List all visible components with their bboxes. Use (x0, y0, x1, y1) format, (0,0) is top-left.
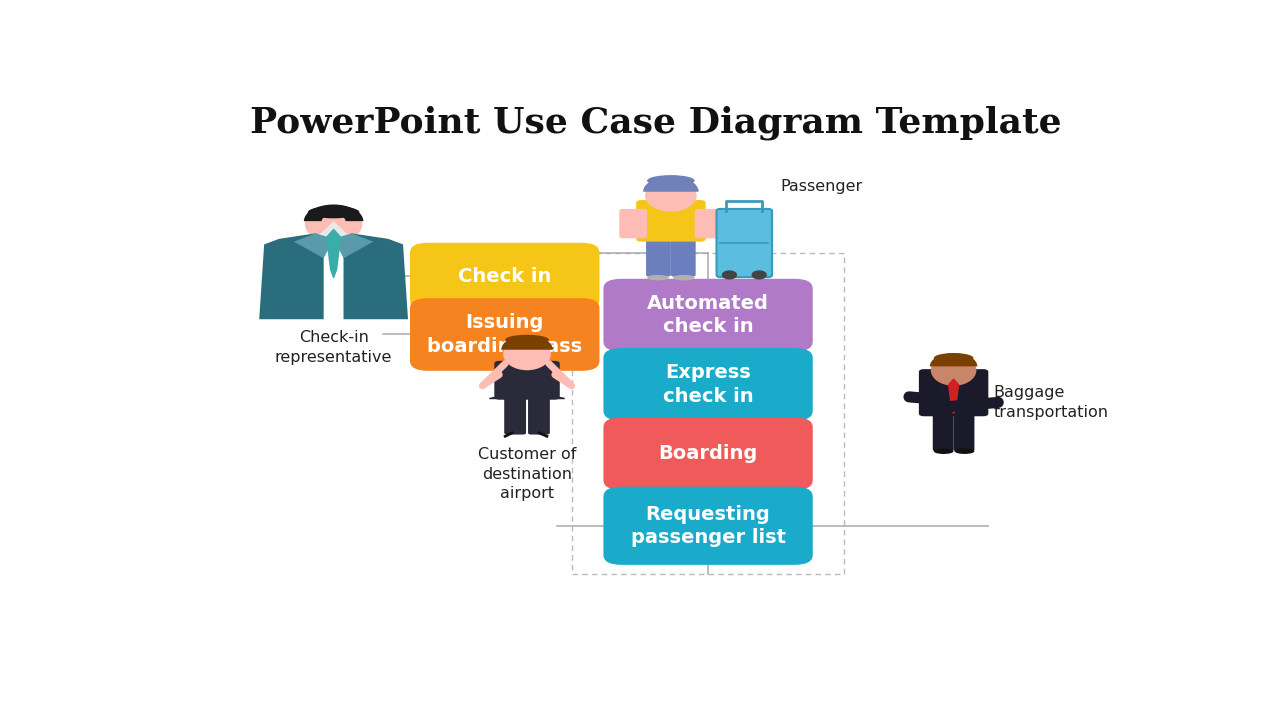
FancyBboxPatch shape (494, 361, 559, 400)
Text: Passenger: Passenger (780, 179, 863, 194)
Ellipse shape (305, 205, 362, 243)
FancyBboxPatch shape (603, 418, 813, 490)
Ellipse shape (931, 355, 977, 386)
Wedge shape (929, 353, 978, 366)
Ellipse shape (645, 179, 696, 212)
FancyBboxPatch shape (717, 209, 772, 277)
Text: Boarding: Boarding (658, 444, 758, 463)
Circle shape (753, 271, 767, 279)
FancyBboxPatch shape (646, 237, 671, 276)
FancyBboxPatch shape (671, 237, 696, 276)
Wedge shape (303, 204, 364, 221)
Ellipse shape (307, 206, 360, 218)
Polygon shape (489, 397, 564, 399)
Text: Requesting
passenger list: Requesting passenger list (631, 505, 786, 547)
Circle shape (722, 271, 736, 279)
FancyBboxPatch shape (695, 209, 722, 238)
Text: Express
check in: Express check in (663, 363, 754, 405)
Text: PowerPoint Use Case Diagram Template: PowerPoint Use Case Diagram Template (250, 105, 1062, 140)
Text: Automated
check in: Automated check in (648, 294, 769, 336)
Text: Baggage
transportation: Baggage transportation (993, 385, 1108, 420)
Polygon shape (334, 233, 374, 258)
FancyBboxPatch shape (603, 348, 813, 420)
Polygon shape (259, 233, 324, 319)
Polygon shape (326, 230, 340, 278)
Polygon shape (343, 233, 408, 319)
Ellipse shape (503, 338, 550, 370)
FancyBboxPatch shape (410, 298, 599, 371)
FancyBboxPatch shape (504, 395, 526, 435)
FancyBboxPatch shape (603, 279, 813, 351)
FancyBboxPatch shape (324, 235, 343, 245)
Text: Issuing
boarding pass: Issuing boarding pass (428, 313, 582, 356)
Text: Check-in
representative: Check-in representative (275, 330, 392, 365)
FancyBboxPatch shape (529, 395, 550, 435)
Polygon shape (316, 222, 352, 239)
Wedge shape (643, 176, 699, 192)
Ellipse shape (673, 275, 695, 280)
Polygon shape (948, 379, 959, 413)
Ellipse shape (934, 449, 954, 454)
Ellipse shape (934, 353, 974, 363)
FancyBboxPatch shape (954, 406, 974, 451)
Ellipse shape (506, 335, 549, 345)
Ellipse shape (648, 175, 695, 186)
FancyBboxPatch shape (620, 209, 648, 238)
FancyBboxPatch shape (636, 200, 705, 242)
Polygon shape (294, 233, 334, 258)
Text: Check in: Check in (458, 267, 552, 286)
Ellipse shape (955, 449, 974, 454)
FancyBboxPatch shape (603, 487, 813, 565)
FancyBboxPatch shape (933, 406, 954, 451)
Ellipse shape (648, 275, 669, 280)
Text: Customer of
destination
airport: Customer of destination airport (477, 446, 576, 501)
Wedge shape (502, 336, 553, 350)
FancyBboxPatch shape (919, 369, 988, 416)
FancyBboxPatch shape (410, 243, 599, 310)
